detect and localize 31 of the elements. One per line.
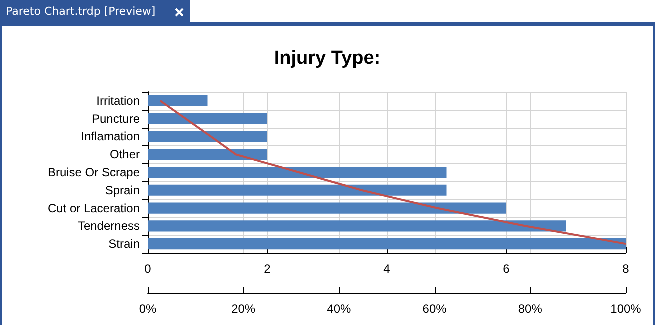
y-tick-label: Bruise Or Scrape [48,166,140,180]
x2-tick-label: 20% [232,302,256,316]
bar [148,166,447,178]
bar [148,184,447,196]
y-tick-label: Strain [108,237,140,252]
y-tick-label: Other [110,148,140,162]
bar [148,238,626,250]
x-tick-label: 4 [384,262,391,276]
bar [148,131,268,142]
bar [148,220,566,232]
bar [148,95,208,106]
bar [148,149,268,160]
x2-tick-label: 40% [327,302,352,316]
y-tick-label: Cut or Laceration [48,201,140,216]
bar [148,202,506,214]
x-tick-label: 0 [144,262,152,276]
x2-tick-label: 0% [139,302,157,316]
bar [148,113,268,124]
x-tick-label: 8 [622,262,630,276]
x-tick-label: 2 [264,262,272,276]
y-tick-label: Tenderness [78,219,140,234]
x2-tick-label: 80% [518,302,543,316]
y-tick-label: Irritation [96,94,140,108]
chart-title: Injury Type: [274,48,381,69]
y-tick-label: Inflamation [81,130,140,144]
x2-tick-label: 100% [610,302,642,316]
y-tick-label: Sprain [105,183,140,198]
x2-tick-label: 60% [422,302,448,316]
y-tick-label: Puncture [92,112,140,126]
text: Pareto Chart.trdp [Preview] [6,5,156,18]
x-tick-label: 6 [503,262,510,276]
